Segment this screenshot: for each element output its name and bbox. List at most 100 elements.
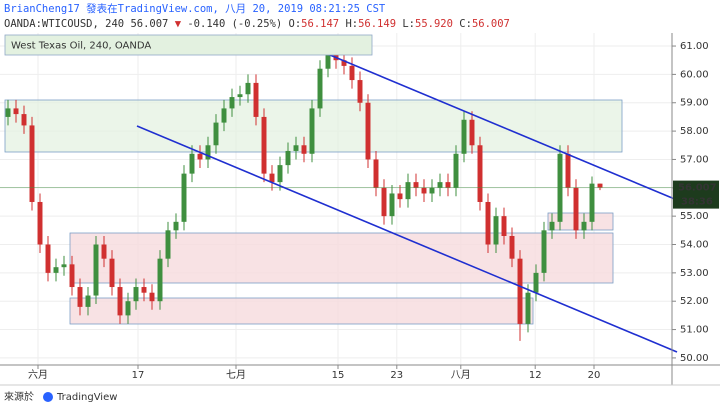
author-line: BrianCheng17 發表在TradingView.com, 八月 20, … — [4, 2, 386, 15]
candle-body — [189, 153, 195, 174]
ohlc-value: 55.920 — [415, 18, 453, 30]
candle-body — [381, 187, 387, 217]
x-tick-label: 23 — [390, 370, 403, 381]
candle-body — [461, 119, 467, 154]
candle-body — [93, 244, 99, 296]
candle-body — [5, 108, 11, 117]
support-zone — [547, 212, 614, 231]
status-line: OANDA:WTICOUSD, 240 56.007 ▼ -0.140 (-0.… — [4, 18, 510, 30]
legend-title: West Texas Oil, 240, OANDA — [11, 41, 151, 52]
candle-body — [21, 114, 27, 126]
candle-body — [485, 201, 491, 245]
legend-box — [4, 34, 373, 56]
support-zone — [69, 232, 614, 284]
candle-body — [493, 216, 499, 245]
candle-body — [541, 230, 547, 273]
candle-body — [133, 287, 139, 302]
candle-body — [29, 125, 35, 202]
candles — [0, 46, 672, 341]
trend-line — [317, 49, 678, 201]
y-tick-label: 51.00 — [680, 325, 709, 336]
candle-body — [13, 108, 19, 115]
ohlc-value: 56.149 — [358, 18, 396, 30]
candle-body — [253, 82, 259, 117]
candle-body — [125, 301, 131, 316]
candle-body — [349, 65, 355, 81]
last-price-label: 56.007 — [678, 183, 717, 194]
ohlc-value: 56.147 — [301, 18, 339, 30]
brand: TradingView — [56, 392, 117, 403]
candle-body — [397, 193, 403, 200]
y-tick-label: 55.00 — [680, 211, 709, 222]
candle-body — [293, 145, 299, 151]
y-tick-label: 52.00 — [680, 296, 709, 307]
candle-body — [525, 292, 531, 324]
candle-body — [157, 258, 163, 302]
x-tick-label: 八月 — [451, 369, 471, 381]
candle-body — [389, 193, 395, 217]
candle-body — [301, 145, 307, 154]
y-tick-label: 57.00 — [680, 154, 709, 165]
candle-body — [501, 216, 507, 236]
candle-body — [341, 60, 347, 66]
candle-body — [581, 221, 587, 231]
candle-body — [141, 287, 147, 293]
candle-body — [373, 159, 379, 188]
y-tick-label: 59.00 — [680, 98, 709, 109]
candle-body — [37, 201, 43, 245]
candle-body — [149, 292, 155, 302]
countdown: 38:36 — [681, 197, 713, 208]
y-tick-label: 54.00 — [680, 240, 709, 251]
candle-body — [589, 183, 595, 222]
candle-body — [509, 235, 515, 259]
y-tick-label: 53.00 — [680, 268, 709, 279]
candle-body — [181, 173, 187, 222]
candle-body — [413, 182, 419, 188]
candle-body — [309, 108, 315, 154]
candle-body — [517, 258, 523, 324]
candle-body — [101, 244, 107, 259]
candle-body — [77, 287, 83, 307]
x-tick-label: 12 — [529, 370, 542, 381]
candle-body — [165, 230, 171, 259]
y-tick-label: 50.00 — [680, 353, 709, 364]
candle-body — [445, 182, 451, 188]
ohlc-label: O: — [289, 18, 302, 30]
ohlc-value: 56.007 — [472, 18, 510, 30]
candle-body — [437, 182, 443, 188]
ohlc-label: C: — [459, 18, 472, 30]
candle-body — [357, 80, 363, 103]
candle-body — [229, 97, 235, 109]
candle-body — [269, 173, 275, 183]
ohlc-label: H: — [345, 18, 358, 30]
symbol: OANDA:WTICOUSD, 240 — [4, 18, 124, 30]
candle-body — [453, 153, 459, 188]
candle-body — [597, 183, 603, 188]
candle-body — [61, 264, 67, 268]
down-arrow: ▼ — [175, 18, 182, 30]
candle-body — [317, 68, 323, 109]
x-tick-label: 20 — [588, 370, 601, 381]
x-tick-label: 七月 — [226, 369, 246, 381]
candle-body — [213, 122, 219, 146]
author: BrianCheng17 發表在TradingView.com, 八月 20, … — [4, 2, 386, 15]
candle-body — [173, 221, 179, 231]
trend-line — [136, 125, 678, 353]
change: -0.140 (-0.25%) — [187, 18, 282, 30]
y-tick-label: 60.00 — [680, 69, 709, 80]
candle-body — [533, 272, 539, 293]
ohlc-label: L: — [402, 18, 415, 30]
candle-body — [365, 102, 371, 160]
candle-body — [205, 145, 211, 160]
axes: 50.0051.0052.0053.0054.0055.0056.0057.00… — [28, 41, 719, 381]
brand-logo — [43, 392, 53, 402]
x-tick-label: 15 — [332, 370, 345, 381]
candle-body — [277, 165, 283, 183]
candle-body — [285, 150, 291, 166]
candle-body — [469, 119, 475, 146]
y-tick-label: 61.00 — [680, 41, 709, 52]
support-zone — [69, 297, 534, 325]
candle-body — [477, 145, 483, 202]
candle-body — [117, 287, 123, 316]
